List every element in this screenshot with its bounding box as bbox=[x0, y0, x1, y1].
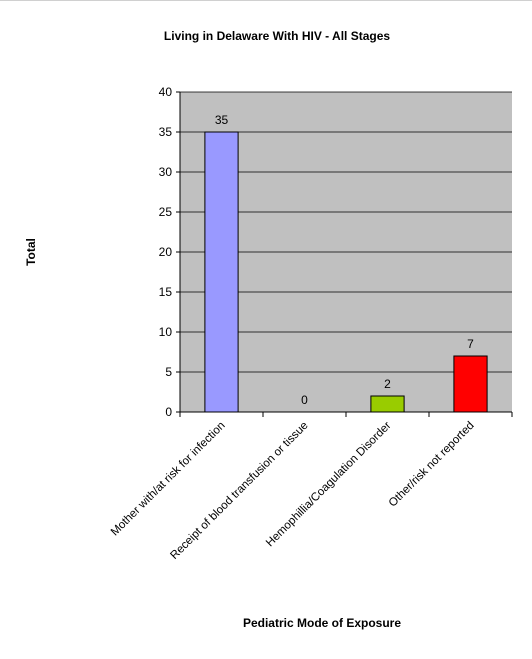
data-label: 2 bbox=[384, 377, 391, 391]
top-divider bbox=[0, 0, 532, 1]
x-tick-label: Other/risk not reported bbox=[387, 420, 477, 510]
y-tick-label: 35 bbox=[159, 125, 173, 139]
y-tick-label: 0 bbox=[165, 405, 172, 419]
bar bbox=[370, 395, 405, 413]
y-axis-label: Total bbox=[24, 238, 38, 266]
y-tick-label: 20 bbox=[159, 245, 173, 259]
y-tick-label: 25 bbox=[159, 205, 173, 219]
y-tick-label: 30 bbox=[159, 165, 173, 179]
bar bbox=[204, 131, 239, 413]
data-label: 7 bbox=[467, 337, 474, 351]
data-label: 35 bbox=[215, 113, 229, 127]
x-axis-label: Pediatric Mode of Exposure bbox=[243, 616, 401, 630]
y-tick-label: 10 bbox=[159, 325, 173, 339]
y-tick-label: 40 bbox=[159, 85, 173, 99]
x-tick-label: Receipt of blood transfusion or tissue bbox=[168, 420, 310, 562]
chart-title: Living in Delaware With HIV - All Stages bbox=[164, 29, 390, 43]
data-label: 0 bbox=[301, 393, 308, 407]
bar bbox=[453, 355, 488, 413]
y-tick-label: 15 bbox=[159, 285, 173, 299]
y-tick-label: 5 bbox=[165, 365, 172, 379]
